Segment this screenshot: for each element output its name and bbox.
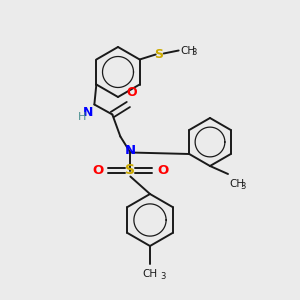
- Text: CH: CH: [142, 269, 158, 279]
- Text: O: O: [157, 164, 169, 177]
- Text: S: S: [125, 164, 135, 178]
- Text: N: N: [83, 106, 93, 118]
- Text: H: H: [78, 112, 86, 122]
- Text: S: S: [154, 48, 163, 61]
- Text: CH: CH: [181, 46, 196, 56]
- Text: N: N: [125, 144, 136, 157]
- Text: 3: 3: [192, 48, 197, 57]
- Text: O: O: [92, 164, 103, 177]
- Text: 3: 3: [160, 272, 165, 281]
- Text: CH: CH: [229, 179, 244, 189]
- Text: 3: 3: [240, 182, 245, 191]
- Text: O: O: [126, 86, 137, 100]
